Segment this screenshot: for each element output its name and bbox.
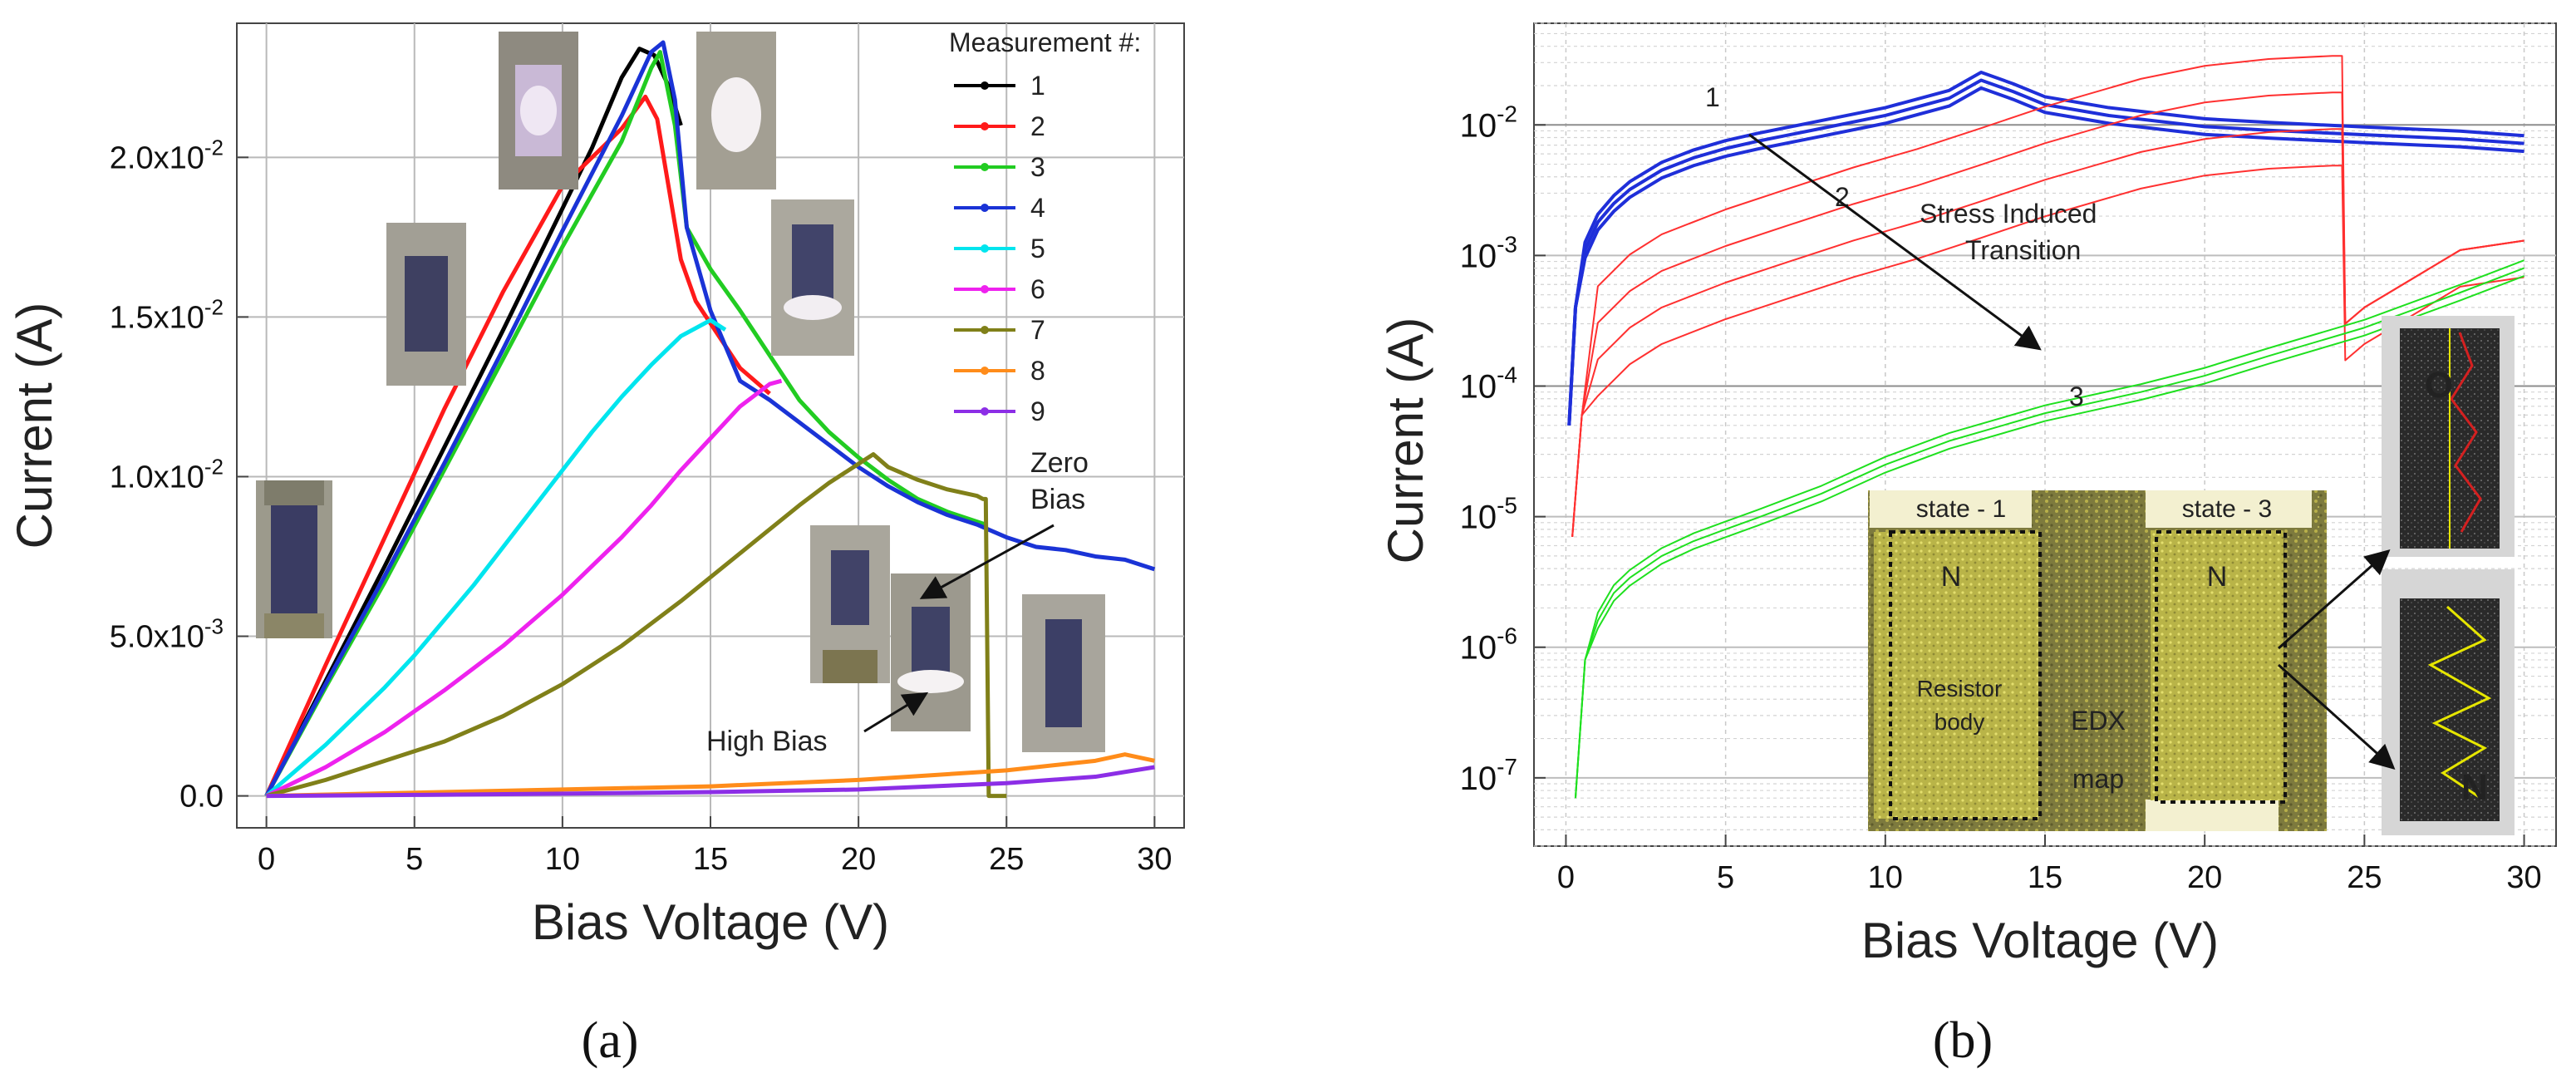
legend-label-4: 4 bbox=[1030, 193, 1045, 223]
high-bias-annotation: High Bias bbox=[706, 726, 828, 757]
x-tick-label: 30 bbox=[2506, 860, 2541, 895]
series-9-line bbox=[266, 765, 1155, 799]
series-1-line bbox=[1567, 71, 2524, 426]
strip-label-o: O bbox=[2425, 365, 2453, 406]
legend-a: Measurement #: 1 2 3 4 5 6 7 8 9 bbox=[949, 27, 1141, 426]
x-tick-label: 15 bbox=[2028, 860, 2062, 895]
series-3-line bbox=[1574, 267, 2524, 799]
y-tick-label: 10-5 bbox=[1460, 493, 1517, 536]
x-tick-label: 25 bbox=[2347, 860, 2382, 895]
series-5-line bbox=[264, 317, 727, 798]
y-tick-label: 0.0 bbox=[179, 780, 224, 815]
legend-marker-9 bbox=[981, 407, 989, 416]
legend-marker-5 bbox=[981, 244, 989, 253]
series-6-line bbox=[265, 378, 783, 798]
panel-a: 0 5 10 15 20 25 300.05.0x10-31.0x10-21.5x10-22… bbox=[7, 22, 1185, 1069]
y-tick-label: 1.5x10-2 bbox=[110, 294, 224, 335]
x-tick-label: 10 bbox=[1868, 860, 1903, 895]
x-axis-title-b: Bias Voltage (V) bbox=[1861, 913, 2219, 968]
inset-edx: EDX map bbox=[2071, 706, 2126, 794]
zero-bias-arrow bbox=[919, 524, 1054, 599]
y-tick-label: 10-7 bbox=[1460, 754, 1517, 797]
curve-label-1: 1 bbox=[1705, 82, 1720, 112]
curve-label-3: 3 bbox=[2069, 381, 2084, 411]
legend-marker-7 bbox=[981, 326, 989, 334]
x-tick-label: 0 bbox=[258, 842, 275, 877]
panel-label-a: (a) bbox=[582, 1012, 639, 1069]
x-axis-title-a: Bias Voltage (V) bbox=[532, 894, 889, 950]
x-tick-label: 5 bbox=[1717, 860, 1734, 895]
series-3-line bbox=[1574, 275, 2524, 799]
legend-marker-1 bbox=[981, 81, 989, 90]
x-tick-label: 10 bbox=[545, 842, 580, 877]
series-2-line bbox=[1571, 55, 2524, 538]
series-2-line bbox=[264, 94, 771, 797]
legend-marker-8 bbox=[981, 367, 989, 375]
inset-n-right: N bbox=[2207, 561, 2228, 593]
strip-label-n: N bbox=[2461, 767, 2488, 808]
legend-label-2: 2 bbox=[1030, 111, 1045, 141]
panel-b: 0 5 10 15 20 25 30 10-7 10-6 10-5 10-4 10-3 10-2 1 2… bbox=[1378, 22, 2557, 1069]
y-axis-title-a: Current (A) bbox=[7, 303, 62, 549]
edx-strips: O N bbox=[2382, 316, 2515, 835]
inset-arrow-top bbox=[2278, 549, 2391, 650]
series-group-a bbox=[264, 40, 1156, 799]
y-tick-label: 10-6 bbox=[1460, 623, 1517, 667]
legend-marker-4 bbox=[981, 204, 989, 212]
legend-label-5: 5 bbox=[1030, 234, 1045, 263]
y-tick-label: 10-3 bbox=[1460, 231, 1517, 274]
device-photos bbox=[256, 32, 1105, 752]
legend-marker-6 bbox=[981, 285, 989, 293]
x-tick-label: 5 bbox=[406, 842, 423, 877]
y-tick-label: 10-2 bbox=[1460, 101, 1517, 144]
legend-label-7: 7 bbox=[1030, 315, 1045, 345]
y-tick-label: 2.0x10-2 bbox=[110, 135, 224, 175]
y-axis-title-b: Current (A) bbox=[1378, 317, 1433, 564]
inset-resistor: Resistor body bbox=[1917, 676, 2003, 735]
panel-label-b: (b) bbox=[1933, 1012, 1993, 1069]
legend-label-8: 8 bbox=[1030, 356, 1045, 386]
inset-state1: state - 1 bbox=[1916, 495, 2006, 523]
legend-marker-2 bbox=[981, 122, 989, 130]
ticks-b: 0 5 10 15 20 25 30 10-7 10-6 10-5 10-4 10-3 10-2 bbox=[1460, 101, 2542, 895]
y-tick-label: 5.0x10-3 bbox=[110, 614, 224, 655]
inset-arrow-bottom bbox=[2277, 663, 2396, 770]
series-3-line bbox=[1574, 259, 2524, 799]
x-tick-label: 30 bbox=[1137, 842, 1172, 877]
series-7-line bbox=[265, 452, 1007, 799]
y-tick-label: 1.0x10-2 bbox=[110, 454, 224, 495]
high-bias-arrow bbox=[863, 692, 929, 733]
inset-state3: state - 3 bbox=[2182, 495, 2272, 523]
stress-arrow bbox=[1748, 133, 2042, 351]
series-4-line bbox=[264, 40, 1156, 797]
legend-label-3: 3 bbox=[1030, 152, 1045, 182]
legend-label-6: 6 bbox=[1030, 274, 1045, 304]
legend-label-1: 1 bbox=[1030, 71, 1045, 101]
legend-title: Measurement #: bbox=[949, 27, 1141, 57]
zero-bias-annotation: Zero Bias bbox=[1030, 447, 1089, 515]
series-group-b bbox=[1567, 55, 2524, 799]
stress-annotation: Stress Induced Transition bbox=[1920, 199, 2104, 265]
legend-marker-3 bbox=[981, 163, 989, 171]
x-tick-label: 0 bbox=[1557, 860, 1575, 895]
x-tick-label: 25 bbox=[989, 842, 1024, 877]
grid-a bbox=[237, 23, 1184, 828]
x-tick-label: 15 bbox=[693, 842, 728, 877]
series-1-line bbox=[1567, 78, 2524, 426]
series-8-line bbox=[266, 752, 1155, 799]
x-tick-label: 20 bbox=[841, 842, 876, 877]
inset-n-left: N bbox=[1941, 561, 1962, 593]
edx-inset: state - 1 state - 3 N N Resistor body EDX… bbox=[1868, 490, 2327, 831]
x-tick-label: 20 bbox=[2187, 860, 2222, 895]
legend-label-9: 9 bbox=[1030, 396, 1045, 426]
y-tick-label: 10-4 bbox=[1460, 362, 1517, 405]
series-2-line bbox=[1571, 165, 2524, 538]
ticks-a: 0 5 10 15 20 25 30 0.0 5.0x10-3 1.0x10-2 1.5x10-2 2… bbox=[110, 135, 1172, 877]
